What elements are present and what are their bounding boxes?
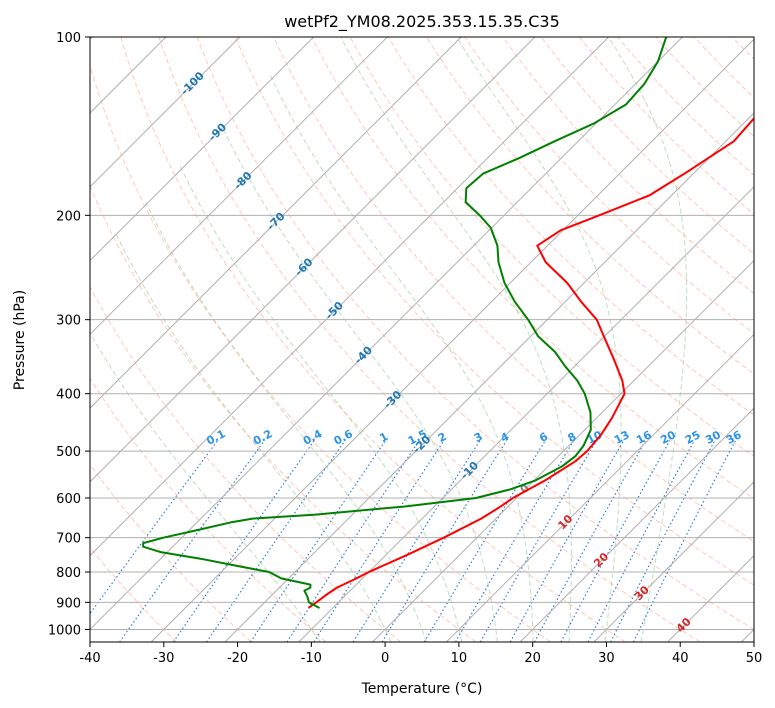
x-tick-label: 30 (598, 651, 615, 666)
x-tick-label: 20 (524, 651, 541, 666)
isotherm--60 (90, 37, 536, 483)
isotherm--90 (90, 37, 314, 262)
x-tick-label: 10 (451, 651, 468, 666)
x-tick-label: -40 (79, 651, 100, 666)
x-tick-label: -30 (153, 651, 174, 666)
dry-adiabat (196, 37, 754, 631)
isotherm--70 (90, 37, 462, 409)
x-tick-label: -10 (301, 651, 322, 666)
dry-adiabat (120, 37, 626, 642)
dry-adiabat (311, 37, 754, 500)
mixing-ratio-lines (90, 440, 736, 642)
plot-area: 0.1 0.2 0.4 0.6 1 1.5 2 3 4 6 8 10 13 16 20 25 30 36-100-… (90, 37, 754, 642)
moist-adiabat (179, 165, 463, 642)
profiles (142, 37, 754, 609)
isotherm--100 (90, 37, 241, 188)
isotherm--30 (150, 38, 754, 642)
mixing-ratio-line (250, 440, 386, 642)
moist-adiabat (115, 233, 392, 642)
y-tick-label: 100 (56, 31, 81, 46)
mixing-ratio-label: 16 (634, 428, 654, 447)
dry-adiabat (158, 37, 701, 642)
mixing-ratio-label: 30 (703, 428, 723, 447)
isotherm-20 (519, 407, 754, 642)
plot-frame (89, 36, 755, 643)
dry-adiabat (90, 63, 551, 642)
dry-adiabat (540, 37, 754, 255)
y-tick-label: 500 (56, 445, 81, 460)
temperature-profile (307, 116, 754, 609)
dry-adiabat (426, 37, 754, 375)
mixing-ratio-label: 36 (724, 428, 744, 447)
mixing-ratio-label: 25 (683, 428, 703, 447)
moist-adiabat (90, 331, 321, 642)
isotherm--20 (224, 112, 754, 642)
x-tick-label: -20 (227, 651, 248, 666)
mixing-ratio-line (381, 440, 507, 642)
dry-adiabat (464, 37, 754, 335)
mixing-ratio-line (479, 440, 597, 642)
dewpoint-profile (142, 37, 668, 609)
dry-adiabat (90, 377, 327, 642)
mixing-ratio-label: 20 (658, 428, 678, 447)
mixing-ratio-line (632, 440, 736, 642)
mixing-ratio-line (509, 440, 625, 642)
y-tick-label: 200 (56, 209, 81, 224)
y-tick-label: 900 (56, 596, 81, 611)
isotherm--10 (298, 186, 754, 642)
mixing-ratio-line (587, 440, 695, 642)
y-tick-label: 300 (56, 314, 81, 329)
y-tick-label: 600 (56, 492, 81, 507)
y-tick-label: 400 (56, 388, 81, 403)
moist-adiabat (608, 37, 688, 642)
mixing-ratio-line (206, 440, 346, 642)
isotherm--80 (90, 37, 388, 336)
axes: -40 -30 -20 -10 0 10 20 30 40 50 100 200 300 400 500 60… (48, 31, 762, 666)
x-axis-label: Temperature (°C) (361, 681, 483, 697)
isotherm--50 (90, 37, 610, 557)
isotherm-0 (372, 259, 754, 642)
dry-adiabat (90, 285, 402, 642)
isotherm--40 (90, 37, 683, 631)
y-axis-label: Pressure (hPa) (12, 290, 28, 390)
mixing-ratio-line (90, 440, 219, 615)
mixing-ratio-line (423, 440, 546, 642)
y-tick-label: 1000 (48, 623, 81, 638)
mixing-ratio-line (172, 440, 315, 642)
moist-adiabat (340, 37, 572, 642)
y-tick-label: 700 (56, 532, 81, 547)
mixing-ratio-line (286, 440, 420, 642)
isotherm-10 (445, 333, 754, 642)
x-tick-label: 50 (746, 651, 763, 666)
dry-adiabat (387, 37, 754, 416)
chart-title: wetPf2_YM08.2025.353.15.35.C35 (284, 12, 560, 32)
isotherm-30 (593, 481, 754, 642)
mixing-ratio-line (455, 440, 575, 642)
isotherms (90, 37, 754, 642)
dry-adiabat (617, 37, 754, 176)
isobars (90, 37, 754, 630)
x-tick-label: 40 (672, 651, 689, 666)
x-tick-label: 0 (381, 651, 389, 666)
mixing-ratio-label: 13 (612, 428, 632, 447)
y-tick-label: 800 (56, 566, 81, 581)
mixing-ratio-line (119, 440, 265, 642)
